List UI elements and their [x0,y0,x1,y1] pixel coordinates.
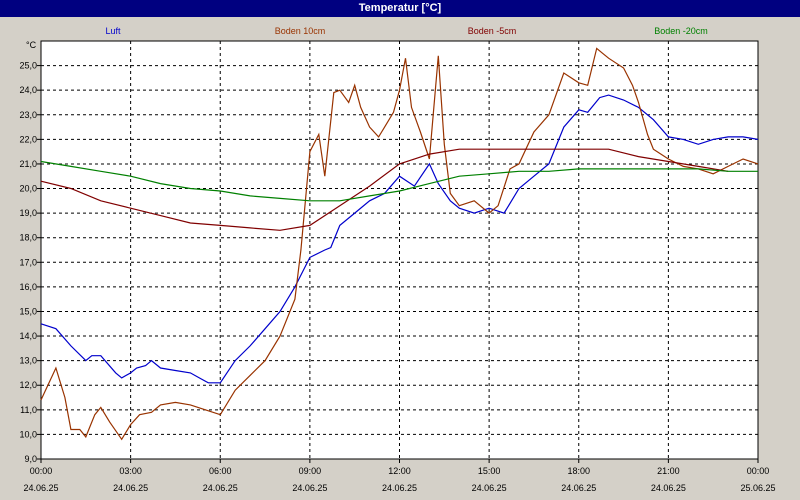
x-tick-time: 18:00 [567,466,590,476]
y-tick-label: 16,0 [19,282,37,292]
x-tick-date: 24.06.25 [382,483,417,493]
y-tick-label: 15,0 [19,306,37,316]
y-tick-label: 24,0 [19,85,37,95]
x-tick-time: 12:00 [388,466,411,476]
x-tick-date: 24.06.25 [113,483,148,493]
x-tick-time: 06:00 [209,466,232,476]
y-tick-label: 13,0 [19,356,37,366]
grid [37,41,759,463]
y-tick-label: 17,0 [19,257,37,267]
x-tick-time: 21:00 [657,466,680,476]
x-tick-date: 25.06.25 [740,483,775,493]
y-tick-label: 25,0 [19,61,37,71]
x-tick-date: 24.06.25 [472,483,507,493]
y-axis-unit: °C [26,40,37,50]
series-line-3 [40,160,758,202]
x-tick-date: 24.06.25 [651,483,686,493]
y-tick-label: 12,0 [19,380,37,390]
y-tick-label: 20,0 [19,184,37,194]
x-tick-time: 03:00 [119,466,142,476]
legend: Luft Boden 10cm Boden -5cm Boden -20cm [105,26,707,36]
x-tick-time: 09:00 [299,466,322,476]
x-tick-time: 15:00 [478,466,501,476]
y-tick-label: 14,0 [19,331,37,341]
y-tick-label: 19,0 [19,208,37,218]
legend-item: Boden -5cm [468,26,517,36]
series-line-2 [40,148,729,231]
x-tick-date: 24.06.25 [23,483,58,493]
x-tick-date: 24.06.25 [292,483,327,493]
x-tick-time: 00:00 [747,466,770,476]
x-tick-time: 00:00 [30,466,53,476]
legend-item: Boden 10cm [275,26,326,36]
y-tick-label: 11,0 [20,405,37,415]
series-lines [40,47,759,441]
y-tick-label: 21,0 [19,159,37,169]
y-tick-label: 23,0 [19,110,37,120]
y-tick-label: 22,0 [19,134,37,144]
window-title: Temperatur [°C] [0,0,800,17]
series-line-1 [40,47,759,441]
x-tick-date: 24.06.25 [561,483,596,493]
y-axis-labels: 9,0 10,0 11,0 12,0 13,0 14,0 15,0 16,0 17,0 18,0 1… [19,61,37,464]
series-line-0 [40,94,759,384]
temperature-chart: 9,0 10,0 11,0 12,0 13,0 14,0 15,0 16,0 17,0 18,0 1… [19,26,775,493]
legend-item: Luft [105,26,121,36]
y-tick-label: 18,0 [19,233,37,243]
legend-item: Boden -20cm [654,26,708,36]
x-tick-date: 24.06.25 [203,483,238,493]
x-axis-labels: 00:00 24.06.25 03:00 24.06.25 06:00 24.06.25 0… [23,466,775,493]
y-tick-label: 10,0 [19,429,37,439]
y-tick-label: 9,0 [24,454,37,464]
